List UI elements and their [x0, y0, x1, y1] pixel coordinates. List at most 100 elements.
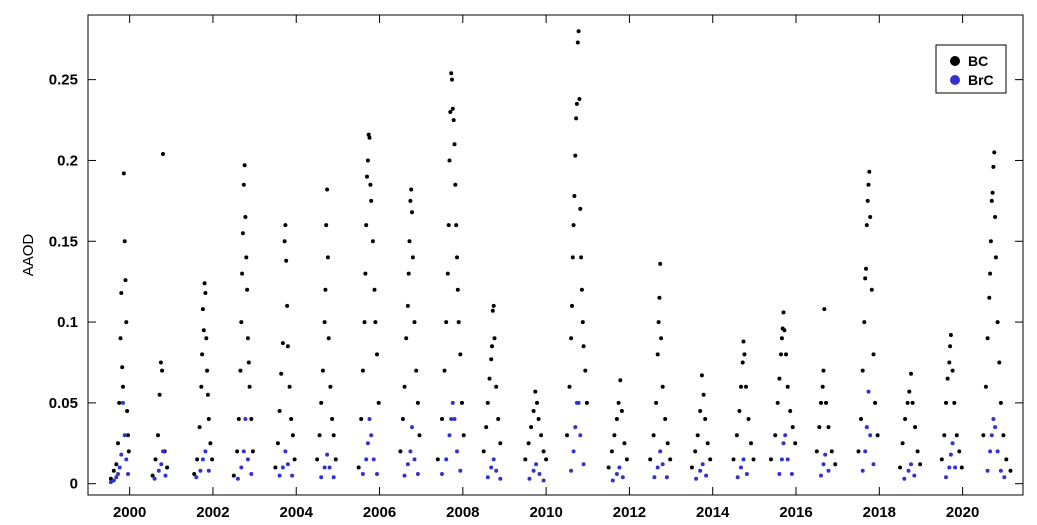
data-point-bc [324, 223, 329, 228]
x-tick-label: 2002 [196, 504, 229, 521]
data-point-bc [867, 169, 872, 174]
data-point-bc [997, 360, 1002, 365]
x-axis: 2000 2002 2004 2006 2008 2010 2012 2014 2016 2018… [113, 15, 979, 521]
data-point-bc [317, 433, 322, 438]
data-point-bc [319, 400, 324, 405]
data-point-brc [415, 472, 420, 476]
data-point-bc [484, 425, 489, 430]
data-point-bc [689, 465, 694, 470]
data-point-bc [326, 336, 331, 341]
y-tick-label: 0.2 [57, 152, 78, 169]
data-point-bc [449, 71, 454, 76]
data-point-bc [907, 389, 912, 394]
data-point-bc [245, 336, 250, 341]
data-point-bc [205, 368, 210, 373]
data-point-brc [953, 465, 958, 470]
data-point-bc [993, 215, 998, 219]
data-point-brc [156, 468, 161, 473]
x-tick-label: 2016 [779, 504, 812, 521]
data-point-brc [121, 400, 125, 405]
data-point-brc [319, 475, 324, 480]
data-point-bc [208, 441, 213, 446]
data-point-bc [200, 307, 205, 312]
data-point-bc [454, 223, 459, 228]
data-point-bc [584, 400, 589, 405]
data-point-brc [698, 468, 703, 473]
data-point-bc [784, 352, 788, 357]
data-point-bc [126, 449, 131, 454]
data-point-bc [959, 465, 964, 470]
data-point-brc [700, 462, 705, 467]
data-point-bc [360, 368, 365, 373]
x-tick-label: 2000 [113, 504, 146, 521]
data-point-bc [244, 255, 249, 260]
data-point-bc [487, 376, 492, 381]
data-point-brc [402, 473, 407, 478]
data-point-bc [991, 164, 996, 169]
data-point-bc [283, 223, 288, 228]
data-point-bc [779, 352, 783, 357]
data-point-bc [494, 384, 499, 389]
data-point-bc [490, 344, 494, 349]
y-tick-label: 0.1 [57, 314, 78, 331]
data-point-bc [410, 255, 415, 260]
data-point-brc [902, 476, 907, 481]
data-point-bc [579, 287, 584, 292]
data-point-bc [790, 425, 795, 430]
data-point-bc [569, 336, 574, 341]
data-point-bc [576, 29, 581, 34]
data-point-bc [412, 320, 417, 325]
data-point-brc [249, 472, 254, 476]
data-point-bc [125, 409, 130, 413]
data-point-bc [526, 441, 531, 446]
data-point-bc [856, 449, 861, 454]
data-point-bc [121, 171, 126, 176]
data-point-bc [491, 303, 496, 308]
data-point-bc [406, 271, 411, 276]
data-point-bc [161, 152, 165, 156]
data-point-bc [114, 462, 119, 467]
data-point-brc [449, 417, 454, 421]
data-point-bc [153, 457, 158, 462]
data-point-brc [989, 433, 994, 438]
data-point-brc [531, 468, 536, 473]
data-point-bc [111, 468, 116, 473]
legend-marker-brc [950, 75, 960, 85]
data-point-bc [945, 376, 950, 381]
data-point-bc [826, 425, 831, 430]
data-point-bc [942, 433, 947, 438]
data-point-bc [492, 336, 497, 341]
data-point-bc [575, 40, 580, 45]
data-point-brc [498, 476, 503, 481]
data-point-bc [370, 239, 375, 244]
data-point-bc [456, 320, 461, 325]
data-point-bc [280, 341, 285, 346]
data-point-bc [451, 118, 456, 123]
data-point-bc [570, 303, 574, 308]
data-point-brc [1002, 475, 1007, 480]
data-point-bc [864, 223, 869, 228]
data-point-bc [668, 457, 673, 462]
data-point-bc [279, 371, 284, 376]
data-point-bc [769, 457, 773, 462]
data-point-brc [995, 449, 1000, 454]
data-point-brc [789, 472, 794, 476]
y-axis: 0 0.05 0.1 0.15 0.2 0.25 [49, 72, 1023, 493]
data-point-brc [777, 472, 782, 476]
data-point-bc [328, 384, 333, 389]
data-point-bc [731, 457, 736, 462]
data-point-brc [458, 468, 463, 473]
data-point-bc [567, 384, 572, 389]
data-point-bc [993, 255, 998, 260]
data-point-bc [376, 400, 381, 405]
data-point-bc [868, 215, 873, 219]
data-point-brc [444, 457, 449, 462]
data-point-bc [203, 291, 208, 295]
data-point-bc [485, 400, 490, 405]
data-point-bc [536, 417, 541, 421]
data-point-bc [606, 465, 611, 470]
data-point-brc [408, 449, 413, 454]
data-point-bc [242, 163, 247, 168]
data-point-brc [993, 425, 998, 430]
